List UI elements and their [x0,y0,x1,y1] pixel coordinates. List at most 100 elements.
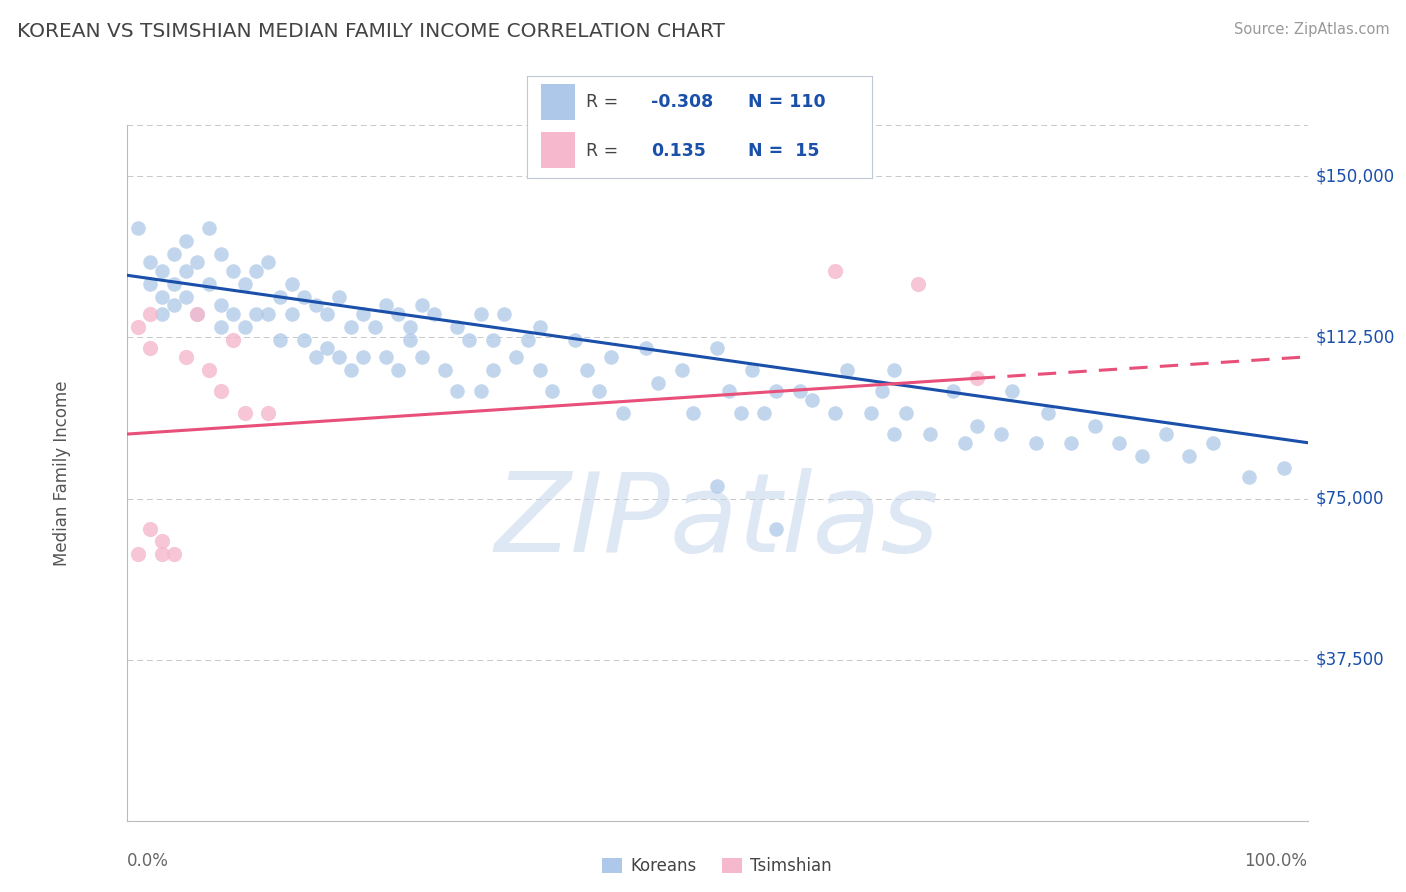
Point [186,255,208,269]
Point [824,264,846,278]
Point [1036,406,1059,420]
Point [894,406,917,420]
Point [717,384,740,399]
Point [150,307,173,321]
Point [257,307,280,321]
Point [222,333,245,347]
Text: $37,500: $37,500 [1316,650,1385,669]
Point [458,333,481,347]
Point [328,350,350,364]
Point [186,307,208,321]
Point [942,384,965,399]
Point [281,277,304,291]
Point [198,221,221,235]
Point [481,333,503,347]
Point [529,362,551,376]
Point [174,350,197,364]
Point [446,384,468,399]
Point [269,333,291,347]
Text: KOREAN VS TSIMSHIAN MEDIAN FAMILY INCOME CORRELATION CHART: KOREAN VS TSIMSHIAN MEDIAN FAMILY INCOME… [17,22,724,41]
Point [824,406,846,420]
Point [139,255,162,269]
Point [494,307,516,321]
Point [150,547,173,561]
Point [612,406,634,420]
Point [671,362,693,376]
Text: $150,000: $150,000 [1316,168,1395,186]
Point [470,384,492,399]
Point [446,319,468,334]
Point [139,307,162,321]
Text: ZIPatlas: ZIPatlas [495,468,939,575]
Point [953,435,976,450]
Point [966,418,988,433]
Point [1154,427,1177,442]
Point [505,350,527,364]
Point [163,547,186,561]
Point [139,341,162,355]
Text: N =  15: N = 15 [748,142,820,160]
Point [636,341,658,355]
Text: 0.135: 0.135 [651,142,706,160]
Point [269,290,291,304]
Text: 0.0%: 0.0% [127,852,169,870]
Point [789,384,811,399]
Point [304,350,326,364]
Point [198,362,221,376]
Text: Source: ZipAtlas.com: Source: ZipAtlas.com [1233,22,1389,37]
Point [233,406,256,420]
Point [316,341,339,355]
Point [741,362,763,376]
Point [163,246,186,260]
Point [918,427,941,442]
Point [209,384,232,399]
Point [127,221,149,235]
Point [174,264,197,278]
Point [198,277,221,291]
Point [470,307,492,321]
Point [209,298,232,312]
Bar [541,132,575,168]
Point [375,350,398,364]
Point [209,319,232,334]
Text: $112,500: $112,500 [1316,328,1395,346]
Point [222,307,245,321]
Point [540,384,562,399]
Point [434,362,457,376]
Point [399,333,422,347]
Point [990,427,1012,442]
Point [966,371,988,385]
Point [292,333,315,347]
Point [387,362,409,376]
Point [340,319,363,334]
Point [907,277,929,291]
Point [375,298,398,312]
Point [754,406,776,420]
Point [730,406,752,420]
Point [1178,449,1201,463]
Point [1084,418,1107,433]
Point [352,307,374,321]
Point [174,290,197,304]
Point [257,255,280,269]
Point [411,350,433,364]
Point [281,307,304,321]
Point [150,290,173,304]
Point [835,362,858,376]
Point [706,478,728,492]
Point [1001,384,1024,399]
Point [233,277,256,291]
Point [481,362,503,376]
Point [1272,461,1295,475]
Text: $75,000: $75,000 [1316,490,1385,508]
Point [304,298,326,312]
Point [328,290,350,304]
Point [363,319,385,334]
Point [186,307,208,321]
Point [682,406,704,420]
Point [163,298,186,312]
Point [1202,435,1225,450]
Point [292,290,315,304]
Point [163,277,186,291]
Point [139,522,162,536]
